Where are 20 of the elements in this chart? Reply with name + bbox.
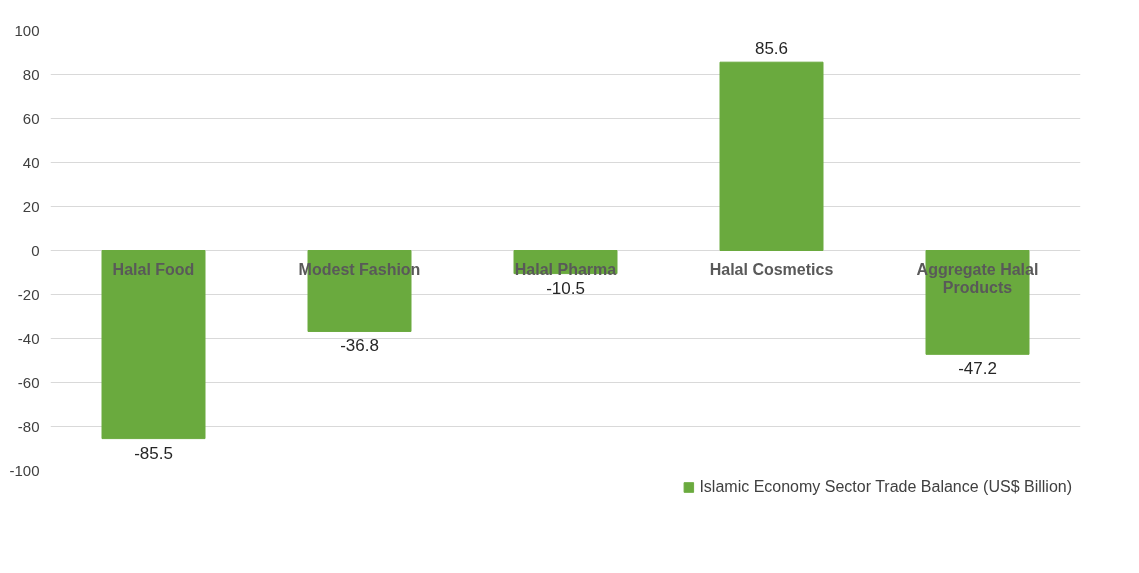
y-tick-label: 0	[31, 241, 40, 259]
data-label: 85.6	[754, 39, 789, 59]
y-tick-label: 60	[22, 109, 40, 127]
y-tick-label: 40	[22, 153, 40, 171]
data-label: -47.2	[958, 359, 997, 379]
y-tick-label: -80	[17, 417, 40, 435]
y-tick-label: 80	[22, 65, 40, 83]
data-label: -36.8	[340, 336, 379, 356]
y-tick-label: 20	[22, 197, 40, 215]
legend-label: Islamic Economy Sector Trade Balance (US$ Billion)	[699, 478, 1072, 496]
y-tick-label: -60	[17, 373, 40, 391]
y-tick-label: -20	[17, 285, 40, 303]
y-tick-label: -40	[17, 329, 40, 347]
data-label: -10.5	[546, 278, 585, 298]
y-tick-label: -100	[9, 461, 40, 479]
x-tick-label: Halal Cosmetics	[709, 260, 834, 278]
data-label: -85.5	[134, 443, 173, 463]
y-tick-label: 100	[14, 21, 40, 39]
x-tick-label: Halal Pharma	[514, 260, 617, 278]
x-tick-label: Halal Food	[112, 260, 195, 278]
